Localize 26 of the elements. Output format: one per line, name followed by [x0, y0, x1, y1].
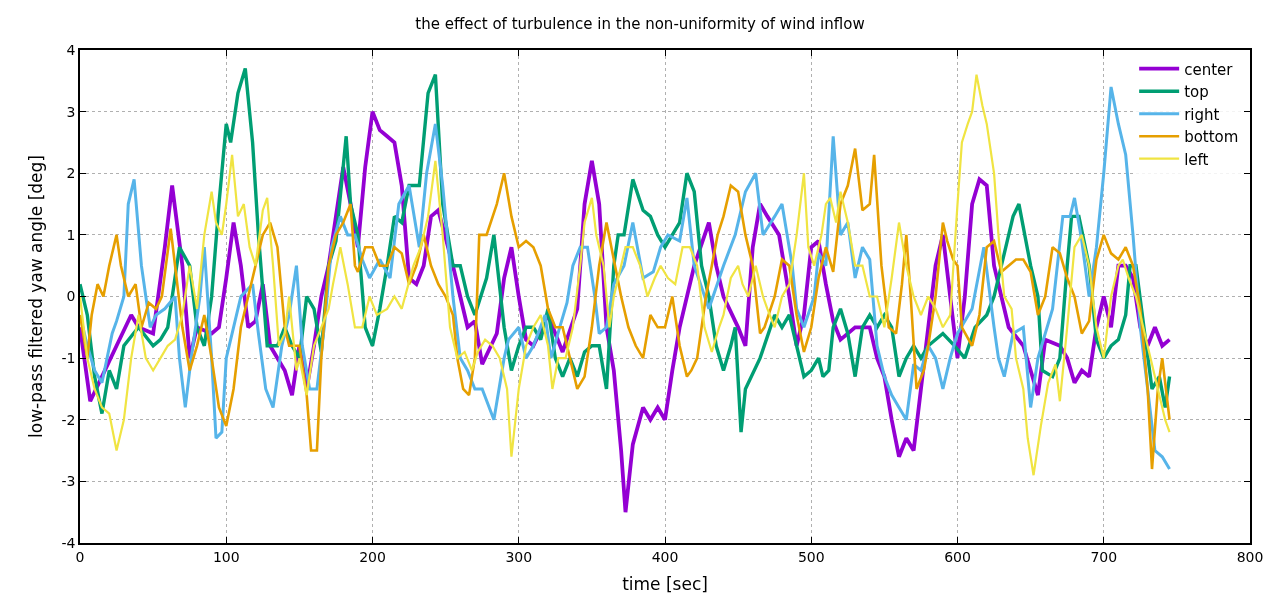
x-tick-label: 800 [1236, 548, 1264, 565]
x-axis-title: time [sec] [622, 574, 708, 595]
y-tick-label: -2 [61, 411, 76, 428]
x-tick-label: 200 [359, 548, 386, 565]
line-series [80, 147, 1171, 471]
legend-label: center [1184, 60, 1234, 79]
y-tick-label: -1 [61, 350, 76, 367]
legend-label: right [1184, 105, 1220, 124]
y-tick-label: -3 [61, 473, 76, 490]
legend-label: top [1184, 83, 1209, 102]
x-tick-label: 600 [944, 548, 971, 565]
x-tick-label: 500 [797, 548, 825, 565]
y-tick-label: 2 [66, 165, 76, 182]
y-axis-title: low-pass filtered yaw angle [deg] [25, 155, 46, 438]
legend-label: bottom [1184, 128, 1239, 147]
y-tick-label: 0 [66, 288, 76, 305]
legend-label: left [1184, 150, 1209, 169]
x-tick-label: 400 [651, 548, 679, 565]
x-tick-label: 300 [505, 548, 533, 565]
y-tick-label: -4 [61, 534, 76, 551]
y-tick-label: 3 [66, 103, 76, 120]
y-tick-label: 4 [66, 41, 76, 58]
x-tick-label: 700 [1090, 548, 1118, 565]
y-tick-label: 1 [66, 226, 76, 243]
x-tick-label: 100 [212, 548, 240, 565]
chart-title: the effect of turbulence in the non-uniformity of wind inflow [415, 14, 865, 33]
